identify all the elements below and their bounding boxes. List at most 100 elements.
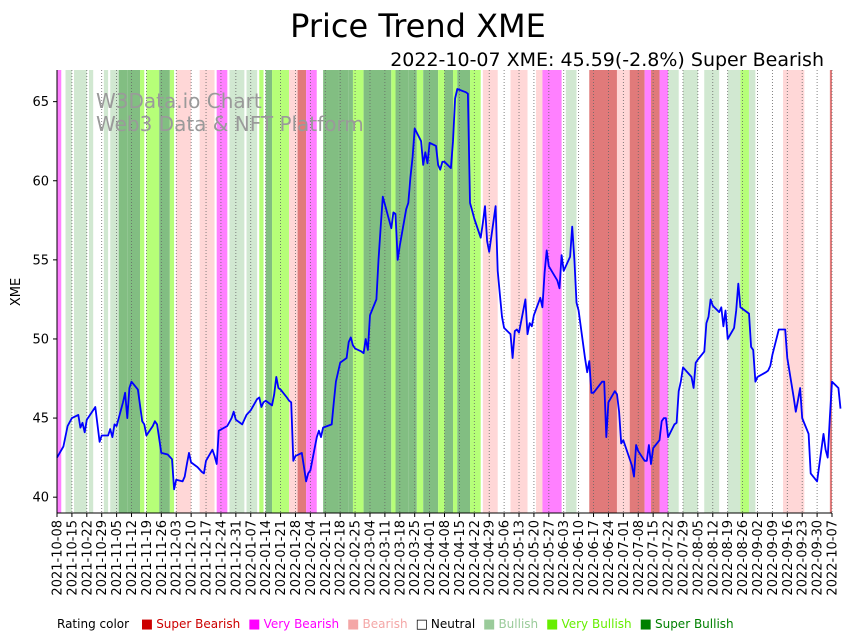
x-tick-label: 2022-05-20 bbox=[527, 520, 542, 596]
rating-band-bullish bbox=[74, 70, 87, 513]
x-gridlines bbox=[56, 70, 833, 513]
watermark-line-1: W3Data.io Chart bbox=[96, 89, 262, 113]
price-series-line bbox=[56, 88, 842, 491]
x-tick-label: 2021-11-26 bbox=[155, 520, 170, 596]
legend-swatch-super-bearish: ■ bbox=[140, 617, 154, 632]
x-tick-label: 2022-01-14 bbox=[259, 520, 274, 596]
rating-band-super-bullish bbox=[444, 70, 454, 513]
legend-label-neutral: Neutral bbox=[430, 617, 476, 631]
legend-swatch-bullish: ■ bbox=[483, 617, 496, 632]
rating-band-very-bullish bbox=[416, 70, 424, 513]
x-tick-label: 2021-11-19 bbox=[140, 520, 155, 596]
rating-legend: Rating color ■ Super Bearish ■ Very Bearish… bbox=[57, 617, 734, 632]
x-tick-label: 2022-08-19 bbox=[721, 520, 736, 596]
y-axis-label: XME bbox=[9, 278, 24, 306]
rating-band-bullish bbox=[565, 70, 577, 513]
y-tick-label: 65 bbox=[32, 95, 49, 110]
rating-band-very-bullish bbox=[470, 70, 481, 513]
x-tick-label: 2022-01-21 bbox=[274, 520, 289, 596]
rating-band-super-bullish bbox=[423, 70, 439, 513]
x-tick-label: 2022-07-01 bbox=[617, 520, 632, 596]
y-tick-label: 45 bbox=[32, 412, 49, 427]
rating-band-very-bullish bbox=[453, 70, 458, 513]
rating-band-very-bullish bbox=[140, 70, 145, 513]
x-tick-label: 2022-06-17 bbox=[587, 520, 602, 596]
legend-label-super-bullish: Super Bullish bbox=[654, 617, 734, 631]
rating-band-super-bearish bbox=[297, 70, 307, 513]
x-tick-label: 2022-02-18 bbox=[334, 520, 349, 596]
x-tick-label: 2022-02-25 bbox=[349, 520, 364, 596]
chart-subtitle: 2022-10-07 XME: 45.59(-2.8%) Super Beari… bbox=[390, 49, 824, 71]
x-tick-label: 2022-01-07 bbox=[244, 520, 259, 596]
rating-band-super-bullish bbox=[408, 70, 417, 513]
price-line bbox=[56, 88, 842, 491]
x-tick-label: 2021-12-24 bbox=[214, 520, 229, 596]
x-tick-label: 2022-03-11 bbox=[378, 520, 393, 596]
x-tick-label: 2022-10-07 bbox=[826, 520, 841, 596]
x-tick-label: 2022-02-11 bbox=[319, 520, 334, 596]
rating-band-bearish bbox=[176, 70, 192, 513]
x-tick-label: 2022-04-01 bbox=[423, 520, 438, 596]
x-tick-label: 2022-04-08 bbox=[438, 520, 453, 596]
y-tick-label: 40 bbox=[32, 491, 49, 506]
rating-band-super-bullish bbox=[265, 70, 273, 513]
rating-band-super-bearish bbox=[629, 70, 645, 513]
rating-band-bullish bbox=[704, 70, 720, 513]
x-tick-label: 2022-01-28 bbox=[289, 520, 304, 596]
rating-band-very-bearish bbox=[659, 70, 669, 513]
x-tick-label: 2022-05-27 bbox=[542, 520, 557, 596]
legend-label-bullish: Bullish bbox=[498, 617, 539, 631]
legend-swatch-very-bearish: ■ bbox=[248, 617, 261, 632]
rating-band-very-bearish bbox=[57, 70, 62, 513]
rating-band-very-bearish bbox=[644, 70, 652, 513]
x-tick-label: 2022-04-22 bbox=[468, 520, 483, 596]
rating-band-bullish bbox=[727, 70, 741, 513]
legend-swatch-very-bullish: ■ bbox=[546, 617, 559, 632]
rating-band-bullish bbox=[668, 70, 679, 513]
rating-band-very-bullish bbox=[272, 70, 290, 513]
y-tick-label: 50 bbox=[32, 332, 49, 347]
rating-band-super-bullish bbox=[127, 70, 141, 513]
rating-band-bearish bbox=[536, 70, 543, 513]
x-tick-label: 2022-05-13 bbox=[513, 520, 528, 596]
rating-band-super-bullish bbox=[118, 70, 128, 513]
x-tick-label: 2022-09-16 bbox=[781, 520, 796, 596]
x-tick-label: 2021-12-31 bbox=[229, 520, 244, 596]
legend-items: ■ Super Bearish ■ Very Bearish ■ Bearish □ Neut… bbox=[133, 617, 734, 632]
rating-band-bullish bbox=[682, 70, 698, 513]
rating-band-very-bullish bbox=[259, 70, 264, 513]
rating-band-bearish bbox=[510, 70, 528, 513]
legend-label-bearish: Bearish bbox=[362, 617, 408, 631]
rating-band-very-bearish bbox=[542, 70, 562, 513]
x-tick-label: 2021-10-08 bbox=[51, 520, 66, 596]
x-tick-label: 2021-12-10 bbox=[185, 520, 200, 596]
rating-band-bullish bbox=[110, 70, 119, 513]
x-tick-label: 2022-09-09 bbox=[766, 520, 781, 596]
x-tick-label: 2022-09-23 bbox=[796, 520, 811, 596]
legend-label-very-bearish: Very Bearish bbox=[263, 617, 340, 631]
legend-label-very-bullish: Very Bullish bbox=[561, 617, 632, 631]
x-tick-label: 2021-12-17 bbox=[200, 520, 215, 596]
x-tick-label: 2022-08-26 bbox=[736, 520, 751, 596]
x-tick-label: 2022-09-30 bbox=[811, 520, 826, 596]
rating-band-very-bearish bbox=[306, 70, 317, 513]
rating-band-bullish bbox=[103, 70, 109, 513]
rating-band-bearish bbox=[787, 70, 805, 513]
rating-band-bullish bbox=[748, 70, 756, 513]
x-tick-label: 2022-03-18 bbox=[393, 520, 408, 596]
x-tick-label: 2022-08-12 bbox=[706, 520, 721, 596]
x-tick-label: 2022-09-02 bbox=[751, 520, 766, 596]
watermark: W3Data.io Chart Web3 Data & NFT Platform bbox=[96, 89, 364, 136]
x-tick-label: 2021-12-03 bbox=[170, 520, 185, 596]
legend-swatch-super-bullish: ■ bbox=[639, 617, 652, 632]
x-tick-label: 2021-10-29 bbox=[95, 520, 110, 596]
x-tick-label: 2022-03-04 bbox=[363, 520, 378, 596]
y-axis-ticks: 40 45 50 55 60 65 bbox=[32, 95, 57, 506]
x-tick-label: 2022-06-10 bbox=[572, 520, 587, 596]
rating-band-super-bullish bbox=[395, 70, 409, 513]
watermark-line-2: Web3 Data & NFT Platform bbox=[96, 112, 364, 136]
rating-bands bbox=[57, 70, 832, 513]
rating-band-bearish bbox=[482, 70, 498, 513]
rating-band-super-bullish bbox=[338, 70, 349, 513]
rating-band-very-bullish bbox=[391, 70, 396, 513]
